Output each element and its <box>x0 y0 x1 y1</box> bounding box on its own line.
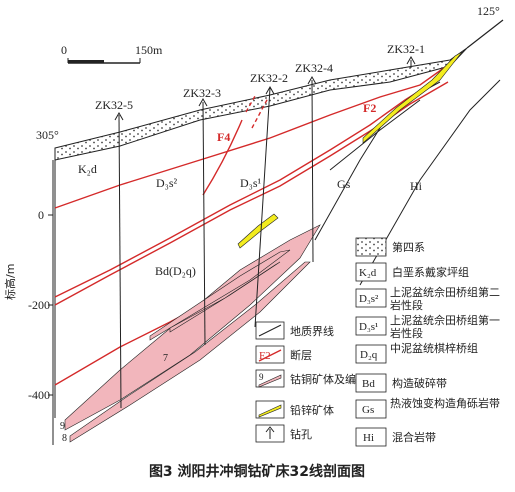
borehole-label-zk32-5: ZK32-5 <box>95 98 133 112</box>
legend-k2d-symbol: K₂d <box>359 267 377 279</box>
legend-cuco: 钴铜矿体及编号 <box>290 372 367 386</box>
unit-label-d3s2: D₃s² <box>156 176 178 190</box>
borehole-label-zk32-2: ZK32-2 <box>250 71 288 85</box>
fault-label-f4: F4 <box>217 130 230 144</box>
depth-axis-label: 标高/m <box>3 264 17 300</box>
legend-hi-symbol: Hi <box>363 432 374 444</box>
legend-pbzn: 铅锌矿体 <box>290 403 334 417</box>
legend-cuco-symbol: 9 <box>259 372 264 382</box>
legend-bd-symbol: Bd <box>362 378 375 390</box>
depth-tick-200: -200 <box>28 298 50 312</box>
elevation-right-label: 125° <box>477 4 500 18</box>
elevation-left-label: 305° <box>36 128 59 142</box>
fault-f4-dashed <box>245 95 256 113</box>
depth-tick-400: -400 <box>28 388 50 402</box>
fault-label-f2: F2 <box>363 101 376 115</box>
surface-line-right <box>466 19 504 49</box>
legend-borehole: 钻孔 <box>290 427 312 441</box>
legend-d2q-symbol: D₂q <box>360 349 378 361</box>
fault-line-upper <box>54 59 456 209</box>
unit-label-k2d: K₂d <box>78 162 97 176</box>
orebody-number-7: 7 <box>163 353 168 364</box>
legend-k2d: 白垩系戴家坪组 <box>392 265 469 279</box>
fault-line-f2 <box>54 81 449 306</box>
legend-bd: 构造破碎带 <box>392 376 447 390</box>
scale-bar: 0 150m <box>61 43 163 64</box>
figure-caption: 图3 浏阳井冲铜钴矿床32线剖面图 <box>149 463 365 480</box>
orebody-number-9: 9 <box>60 421 65 432</box>
borehole-label-zk32-3: ZK32-3 <box>183 86 221 100</box>
legend-d2q: 中泥盆统棋梓桥组 <box>390 342 478 355</box>
boundary-gs <box>314 81 441 241</box>
scale-end-label: 150m <box>135 43 163 57</box>
borehole-label-zk32-1: ZK32-1 <box>387 42 425 56</box>
unit-label-d3s1: D₃s¹ <box>240 176 262 190</box>
legend-fault-symbol: F2 <box>259 350 271 362</box>
legend-geo-boundary: 地质界线 <box>290 324 334 338</box>
boundary-hi <box>359 79 501 286</box>
legend-gs-symbol: Gs <box>362 404 374 416</box>
legend-right: 第四系 K₂d 白垩系戴家坪组 D₃s² 上泥盆统佘田桥组第二岩性段 D₃s¹ … <box>355 237 500 447</box>
legend-d3s2: 上泥盆统佘田桥组第二岩性段 <box>390 286 500 312</box>
pbzn-orebodies <box>237 51 463 249</box>
scale-start-label: 0 <box>61 43 67 57</box>
cuco-orebody-swarm <box>64 224 321 443</box>
depth-tick-0: 0 <box>38 208 44 222</box>
orebody-number-8: 8 <box>62 433 67 444</box>
boreholes <box>114 55 416 409</box>
borehole-label-zk32-4: ZK32-4 <box>295 61 333 75</box>
legend-left: 地质界线 F2 断层 9 钴铜矿体及编号 铅锌矿体 钻孔 <box>255 321 367 443</box>
unit-label-hi: Hi <box>410 179 423 193</box>
legend-gs: 热液蚀变构造角砾岩带 <box>390 397 500 410</box>
fault-line-middle <box>54 77 441 298</box>
legend-hi: 混合岩带 <box>392 430 436 444</box>
boundary-inner <box>329 99 421 171</box>
fault-f4-trace <box>202 119 243 196</box>
depth-axis: 0 -200 -400 标高/m <box>3 160 54 445</box>
fault-near-zk32-3 <box>251 97 269 129</box>
quaternary-cover <box>54 47 468 161</box>
unit-label-gs: Gs <box>337 177 351 191</box>
unit-label-bd: Bd(D₂q) <box>155 264 196 278</box>
legend-d3s1: 上泥盆统佘田桥组第一岩性段 <box>390 314 500 340</box>
legend-d3s1-symbol: D₃s¹ <box>359 321 378 333</box>
legend-d3s2-symbol: D₃s² <box>359 293 379 305</box>
legend-quaternary: 第四系 <box>392 240 425 254</box>
legend-fault: 断层 <box>290 348 312 362</box>
